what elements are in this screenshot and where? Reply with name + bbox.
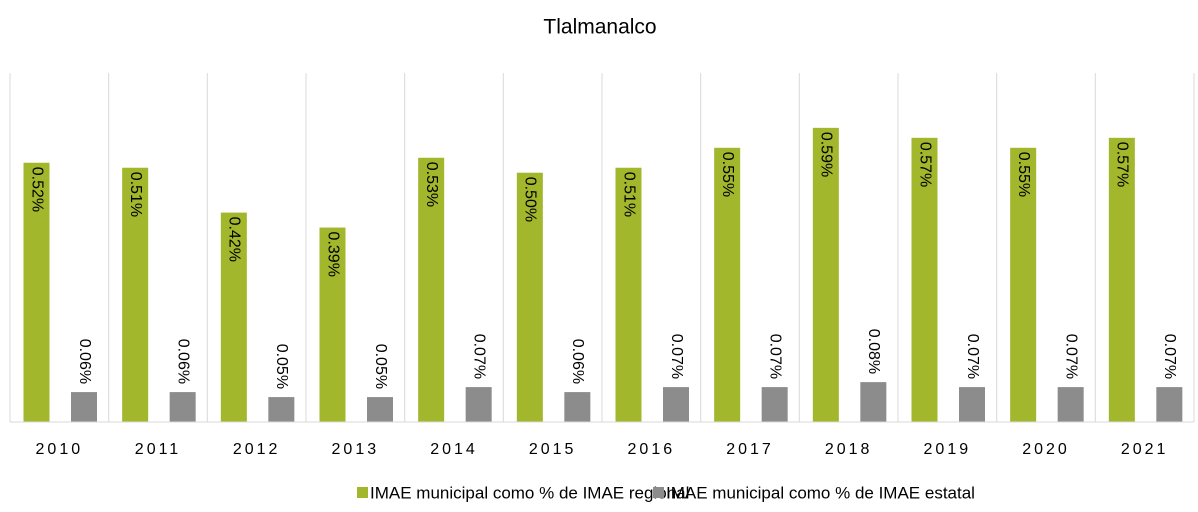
x-tick-label: 2016 xyxy=(628,441,676,458)
bar xyxy=(268,397,295,422)
x-tick-label: 2012 xyxy=(233,441,281,458)
data-label: 0.06% xyxy=(76,339,93,384)
bar xyxy=(959,387,985,422)
x-tick-label: 2015 xyxy=(529,441,577,458)
x-tick-label: 2010 xyxy=(36,441,84,458)
legend-swatch xyxy=(653,487,664,498)
bar xyxy=(169,392,196,422)
bar xyxy=(220,212,247,422)
bar xyxy=(516,172,543,422)
data-label: 0.51% xyxy=(127,172,144,217)
bar xyxy=(714,147,741,423)
bar xyxy=(564,392,591,422)
x-tick-label: 2019 xyxy=(924,441,972,458)
data-label: 0.07% xyxy=(668,334,685,379)
legend-label: IMAE municipal como % de IMAE regional xyxy=(370,483,689,502)
data-label: 0.06% xyxy=(569,339,586,384)
data-label: 0.39% xyxy=(324,232,341,277)
data-label: 0.52% xyxy=(28,167,45,212)
bar xyxy=(860,382,887,422)
data-label: 0.55% xyxy=(1015,152,1032,197)
bar xyxy=(122,167,149,422)
bar xyxy=(418,157,445,422)
data-label: 0.42% xyxy=(226,217,243,262)
bar xyxy=(1057,387,1084,422)
bar xyxy=(465,387,492,422)
data-label: 0.07% xyxy=(1062,334,1079,379)
x-tick-label: 2014 xyxy=(430,441,478,458)
bar xyxy=(1108,137,1135,423)
data-label: 0.59% xyxy=(818,132,835,177)
x-tick-label: 2021 xyxy=(1121,441,1169,458)
data-label: 0.51% xyxy=(620,172,637,217)
bar xyxy=(663,387,689,422)
data-label: 0.53% xyxy=(423,162,440,207)
data-label: 0.55% xyxy=(719,152,736,197)
data-label: 0.57% xyxy=(1114,142,1131,187)
bar xyxy=(1010,147,1037,423)
bar xyxy=(615,167,642,422)
legend-swatch xyxy=(357,487,368,498)
x-tick-label: 2017 xyxy=(726,441,774,458)
data-label: 0.07% xyxy=(964,334,981,379)
data-label: 0.05% xyxy=(273,344,290,389)
bar xyxy=(1156,387,1183,422)
bar xyxy=(911,137,938,423)
x-tick-label: 2018 xyxy=(825,441,873,458)
bar xyxy=(367,397,393,422)
bar xyxy=(23,162,50,422)
bar xyxy=(71,392,97,422)
bar xyxy=(761,387,788,422)
legend-label: IMAE municipal como % de IMAE estatal xyxy=(666,483,975,502)
data-label: 0.57% xyxy=(916,142,933,187)
chart-title: Tlalmanalco xyxy=(543,16,656,39)
x-tick-label: 2011 xyxy=(135,441,181,458)
data-label: 0.07% xyxy=(1161,334,1178,379)
data-label: 0.07% xyxy=(766,334,783,379)
data-label: 0.07% xyxy=(470,334,487,379)
data-label: 0.06% xyxy=(174,339,191,384)
data-label: 0.08% xyxy=(865,329,882,374)
x-tick-label: 2013 xyxy=(332,441,380,458)
bar xyxy=(319,227,346,422)
data-label: 0.05% xyxy=(372,344,389,389)
x-tick-label: 2020 xyxy=(1022,441,1070,458)
bar xyxy=(812,127,839,422)
data-label: 0.50% xyxy=(522,177,539,222)
